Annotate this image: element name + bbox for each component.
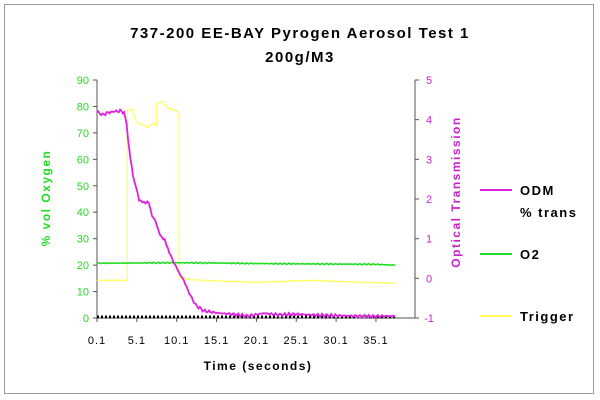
o2-series-line	[96, 261, 396, 267]
chart-title: 737-200 EE-BAY Pyrogen Aerosol Test 1	[130, 25, 470, 42]
right-tick-label: 3	[426, 154, 432, 166]
left-tick-label: 10	[77, 287, 89, 299]
right-tick-label: 2	[426, 194, 432, 206]
chart-subtitle: 200g/M3	[265, 49, 335, 66]
right-tick-label: 1	[426, 234, 432, 246]
left-axis-title: % vol Oxygen	[39, 150, 53, 247]
left-tick-label: 20	[77, 260, 89, 272]
x-tick-label: 5.1	[128, 335, 146, 347]
legend: ODM % trans O2 Trigger	[480, 183, 577, 324]
ticks-layer: 0 10 20 30 40 50 60 70 80 90 -1 0 1 2 3 4 5 0.1 5.1 10.1 15.…	[77, 75, 434, 347]
x-tick-label: 30.1	[323, 335, 348, 347]
right-tick-label: -1	[424, 313, 434, 325]
legend-label: Trigger	[520, 309, 575, 324]
left-tick-label: 90	[77, 75, 89, 87]
left-tick-label: 0	[83, 313, 89, 325]
right-tick-label: 5	[426, 75, 432, 87]
x-tick-label: 10.1	[164, 335, 189, 347]
left-tick-label: 30	[77, 234, 89, 246]
x-tick-label: 15.1	[204, 335, 229, 347]
x-tick-label: 20.1	[244, 335, 269, 347]
left-tick-label: 60	[77, 154, 89, 166]
series-layer	[96, 101, 396, 320]
legend-label: O2	[520, 247, 540, 262]
x-tick-label: 25.1	[284, 335, 309, 347]
right-tick-label: 4	[426, 115, 432, 127]
right-axis-title: Optical Transmission	[449, 116, 463, 267]
x-tick-label: 0.1	[88, 335, 106, 347]
x-axis-title: Time (seconds)	[204, 359, 313, 373]
trigger-series-line	[96, 101, 396, 285]
chart-frame	[4, 4, 594, 394]
right-tick-label: 0	[426, 273, 432, 285]
legend-label: % trans	[520, 205, 577, 220]
left-tick-label: 70	[77, 128, 89, 140]
left-tick-label: 50	[77, 181, 89, 193]
left-tick-label: 40	[77, 207, 89, 219]
odm-series-line	[96, 108, 396, 320]
legend-label: ODM	[520, 183, 555, 198]
left-tick-label: 80	[77, 101, 89, 113]
x-tick-label: 35.1	[363, 335, 388, 347]
